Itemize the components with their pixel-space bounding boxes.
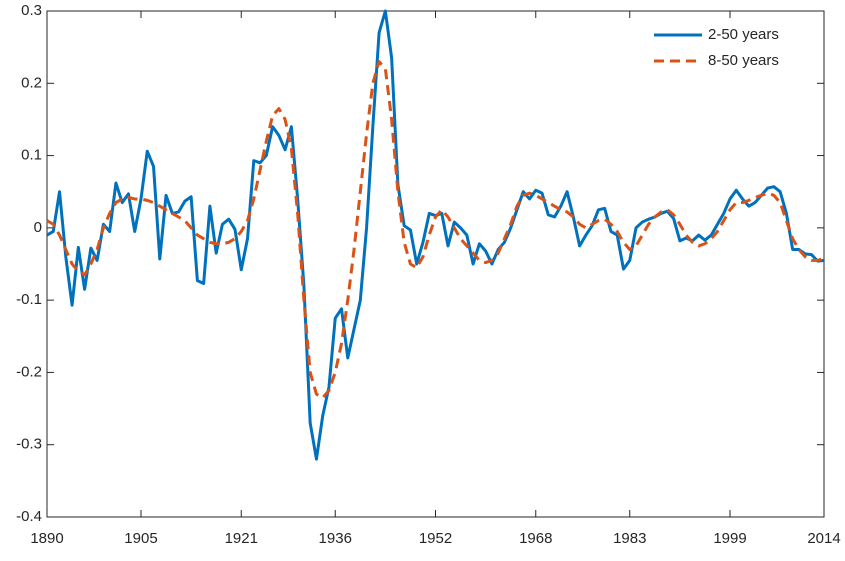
legend-label: 8-50 years: [708, 52, 779, 69]
x-tick-label: 1890: [30, 530, 63, 547]
x-tick-label: 2014: [807, 530, 840, 547]
x-tick-label: 1952: [419, 530, 452, 547]
y-tick-label: -0.1: [16, 291, 42, 308]
x-tick-label: 1983: [613, 530, 646, 547]
x-tick-label: 1905: [124, 530, 157, 547]
x-tick-label: 1968: [519, 530, 552, 547]
y-tick-label: 0.3: [21, 2, 42, 19]
data-line: [46, 60, 825, 400]
y-tick-label: -0.3: [16, 436, 42, 453]
x-tick-label: 1921: [225, 530, 258, 547]
y-tick-label: 0: [34, 219, 42, 236]
y-tick-label: 0.1: [21, 147, 42, 164]
y-tick-label: -0.2: [16, 363, 42, 380]
y-tick-label: -0.4: [16, 508, 42, 525]
y-tick-label: 0.2: [21, 74, 42, 91]
x-tick-label: 1936: [319, 530, 352, 547]
x-tick-label: 1999: [713, 530, 746, 547]
plot-frame: [46, 10, 825, 518]
legend-label: 2-50 years: [708, 26, 779, 43]
